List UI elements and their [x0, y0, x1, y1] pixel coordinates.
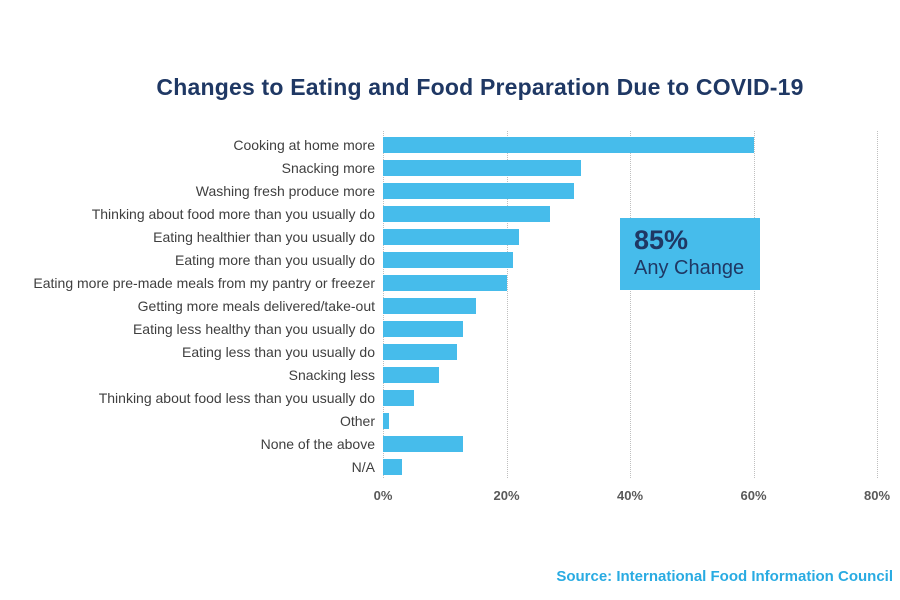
category-label: Eating less than you usually do — [181, 343, 375, 360]
bar-track — [383, 225, 877, 248]
gridline-80pct — [877, 131, 878, 478]
bar — [383, 274, 507, 291]
bar-track — [383, 432, 877, 455]
category-label: Snacking less — [288, 366, 375, 383]
bar-row: Eating less healthy than you usually do — [14, 317, 877, 340]
bar — [383, 412, 390, 429]
bar-row: Eating more than you usually do — [14, 248, 877, 271]
source-credit: Source: International Food Information C… — [556, 568, 893, 585]
bar-row: Cooking at home more — [14, 133, 877, 156]
category-label: None of the above — [260, 435, 375, 452]
bar-track — [383, 363, 877, 386]
bar — [383, 182, 575, 199]
gridline-40pct — [630, 131, 631, 478]
bar-track — [383, 156, 877, 179]
category-label: Getting more meals delivered/take-out — [137, 297, 375, 314]
bar-track — [383, 202, 877, 225]
x-tick-0pct: 0% — [373, 488, 393, 503]
bar-track — [383, 317, 877, 340]
category-label: Thinking about food more than you usuall… — [91, 205, 375, 222]
category-label: Washing fresh produce more — [195, 182, 375, 199]
bar-row: None of the above — [14, 432, 877, 455]
category-label: Cooking at home more — [233, 136, 375, 153]
bar — [383, 228, 519, 245]
category-label: Snacking more — [281, 159, 375, 176]
bar — [383, 297, 476, 314]
bar — [383, 251, 513, 268]
category-label: N/A — [351, 458, 375, 475]
bar-row: Thinking about food more than you usuall… — [14, 202, 877, 225]
bar-track — [383, 271, 877, 294]
bar — [383, 205, 550, 222]
bar-track — [383, 455, 877, 478]
x-tick-20pct: 20% — [493, 488, 520, 503]
bar-row: Getting more meals delivered/take-out — [14, 294, 877, 317]
bar — [383, 343, 458, 360]
bar — [383, 320, 464, 337]
gridline-60pct — [753, 131, 755, 478]
bar-track — [383, 340, 877, 363]
bar-track — [383, 386, 877, 409]
x-tick-80pct: 80% — [863, 488, 891, 503]
bar — [383, 435, 464, 452]
category-label: Eating less healthy than you usually do — [132, 320, 375, 337]
bar-row: Thinking about food less than you usuall… — [14, 386, 877, 409]
bar-row: Snacking less — [14, 363, 877, 386]
callout-label: Any Change — [634, 257, 745, 280]
bar-track — [383, 179, 877, 202]
chart-title: Changes to Eating and Food Preparation D… — [156, 74, 804, 100]
category-label: Thinking about food less than you usuall… — [98, 389, 375, 406]
bar-row: Washing fresh produce more — [14, 179, 877, 202]
bar-track — [383, 133, 877, 156]
bar — [383, 159, 581, 176]
callout-value: 85% — [634, 225, 689, 255]
category-label: Eating more than you usually do — [174, 251, 375, 268]
category-label: Eating healthier than you usually do — [153, 228, 375, 245]
bar-row: Eating more pre-made meals from my pantr… — [14, 271, 877, 294]
bar-track — [383, 248, 877, 271]
bar — [383, 389, 414, 406]
category-label: Other — [339, 412, 375, 429]
bar — [383, 458, 402, 475]
bar-row: Eating healthier than you usually do — [14, 225, 877, 248]
category-label: Eating more pre-made meals from my pantr… — [33, 274, 375, 291]
x-tick-40pct: 40% — [616, 488, 644, 503]
bar — [383, 136, 754, 153]
bar-rows: Cooking at home more Snacking more Washi… — [14, 133, 877, 478]
any-change-callout: 85% Any Change — [620, 218, 760, 290]
bar-row: Eating less than you usually do — [14, 340, 877, 363]
bar-track — [383, 294, 877, 317]
bar-track — [383, 409, 877, 432]
gridline-20pct — [506, 131, 508, 478]
bar-row: Snacking more — [14, 156, 877, 179]
bar-row: Other — [14, 409, 877, 432]
bar-row: N/A — [14, 455, 877, 478]
x-tick-60pct: 60% — [740, 488, 767, 503]
bar — [383, 366, 439, 383]
